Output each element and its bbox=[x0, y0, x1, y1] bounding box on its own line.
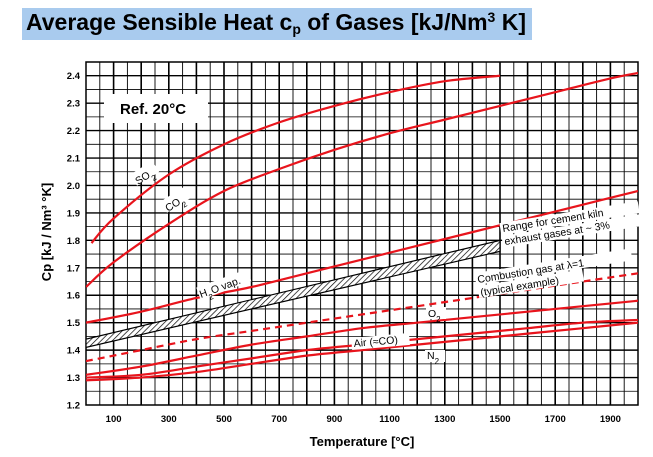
x-tick-label: 300 bbox=[161, 414, 177, 425]
x-tick-label: 900 bbox=[326, 414, 342, 425]
x-tick-label: 500 bbox=[216, 414, 232, 425]
x-tick-label: 700 bbox=[271, 414, 287, 425]
o2-label: O2 bbox=[428, 308, 441, 324]
y-tick-label: 1.8 bbox=[67, 236, 80, 247]
series-line bbox=[90, 74, 501, 244]
x-tick-label: 1300 bbox=[434, 414, 455, 425]
x-tick-label: 1100 bbox=[379, 414, 400, 425]
series-line bbox=[86, 71, 638, 288]
series-line bbox=[86, 189, 638, 324]
y-tick-label: 1.3 bbox=[67, 373, 80, 384]
y-tick-labels: 1.2 1.3 1.4 1.5 1.6 1.7 1.8 1.9 2.0 2.1 2.2 2.3 2.4 bbox=[67, 71, 81, 411]
x-tick-label: 1500 bbox=[489, 414, 510, 425]
plot-area bbox=[86, 71, 638, 382]
y-tick-label: 2.4 bbox=[67, 71, 81, 82]
page-title: Average Sensible Heat cp of Gases [kJ/Nm… bbox=[22, 8, 533, 40]
series-line bbox=[86, 299, 638, 376]
y-tick-label: 1.7 bbox=[67, 263, 80, 274]
y-tick-label: 1.5 bbox=[67, 318, 81, 329]
y-tick-label: 1.6 bbox=[67, 291, 80, 302]
series-line bbox=[86, 272, 638, 363]
y-tick-label: 2.2 bbox=[67, 126, 80, 137]
x-tick-label: 1900 bbox=[600, 414, 621, 425]
cement-kiln-range-band bbox=[86, 239, 501, 348]
y-tick-label: 2.3 bbox=[67, 99, 80, 110]
y-axis-title: Cp [kJ / Nm³ °K] bbox=[39, 183, 54, 281]
reference-note: Ref. 20°C bbox=[120, 101, 186, 118]
reference-box: Ref. 20°C bbox=[104, 94, 208, 123]
series-line bbox=[86, 321, 638, 382]
n2-label: N2 bbox=[427, 350, 440, 366]
air-label: Air (≈CO) bbox=[353, 334, 398, 350]
y-tick-label: 1.2 bbox=[67, 401, 80, 412]
x-tick-label: 100 bbox=[106, 414, 122, 425]
y-tick-label: 2.0 bbox=[67, 181, 80, 192]
x-tick-labels: 100 300 500 700 900 1100 1300 1500 1700 1900 bbox=[106, 414, 621, 425]
x-axis-title: Temperature [°C] bbox=[310, 434, 415, 449]
x-tick-label: 1700 bbox=[545, 414, 566, 425]
y-tick-label: 1.9 bbox=[67, 208, 80, 219]
y-tick-label: 1.4 bbox=[67, 346, 81, 357]
y-tick-label: 2.1 bbox=[67, 154, 81, 165]
